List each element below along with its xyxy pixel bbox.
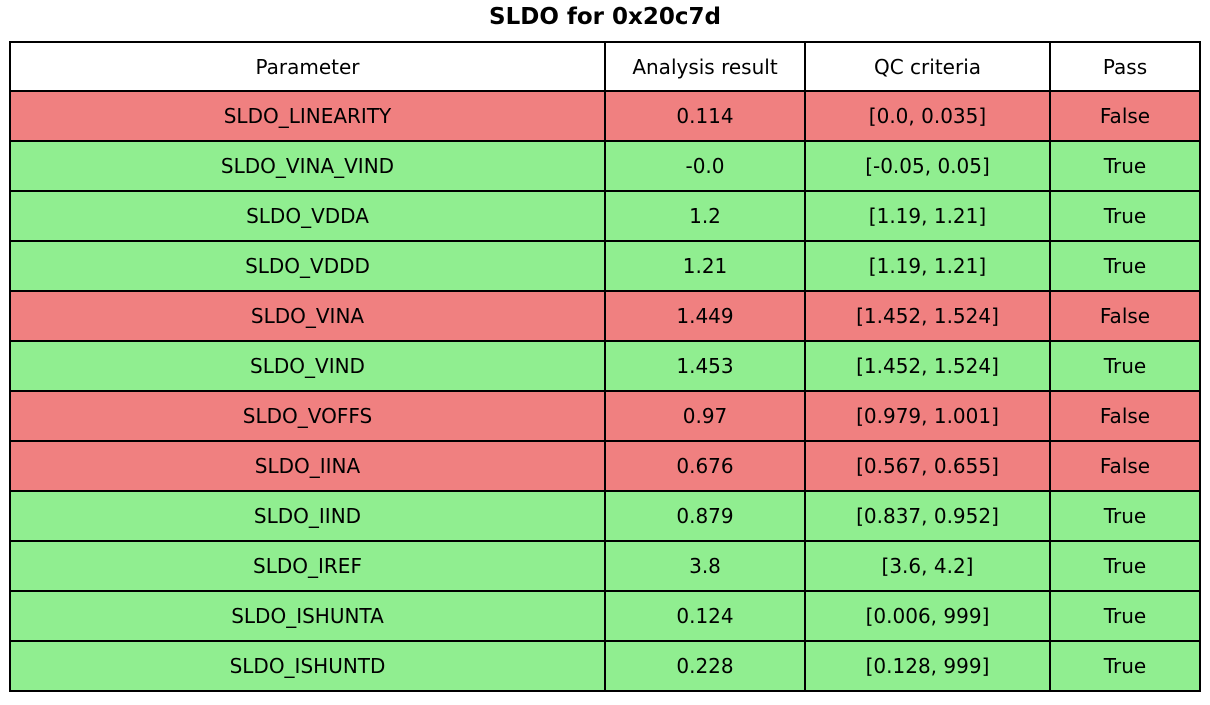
cell-qc-criteria: [1.19, 1.21]	[804, 240, 1051, 292]
cell-analysis-result: 1.453	[604, 340, 806, 392]
cell-qc-criteria: [0.567, 0.655]	[804, 440, 1051, 492]
cell-pass: True	[1049, 140, 1201, 192]
cell-qc-criteria: [3.6, 4.2]	[804, 540, 1051, 592]
cell-analysis-result: 1.449	[604, 290, 806, 342]
table-row: SLDO_IREF 3.8 [3.6, 4.2] True	[9, 540, 1201, 592]
cell-analysis-result: 0.97	[604, 390, 806, 442]
qc-table-body: SLDO_LINEARITY 0.114 [0.0, 0.035] False SLDO…	[9, 90, 1201, 692]
table-row: SLDO_VINA_VIND -0.0 [-0.05, 0.05] True	[9, 140, 1201, 192]
cell-parameter: SLDO_LINEARITY	[9, 90, 606, 142]
cell-analysis-result: 3.8	[604, 540, 806, 592]
cell-analysis-result: -0.0	[604, 140, 806, 192]
table-row: SLDO_IIND 0.879 [0.837, 0.952] True	[9, 490, 1201, 542]
cell-pass: False	[1049, 440, 1201, 492]
table-row: SLDO_VOFFS 0.97 [0.979, 1.001] False	[9, 390, 1201, 442]
table-row: SLDO_VDDD 1.21 [1.19, 1.21] True	[9, 240, 1201, 292]
cell-parameter: SLDO_IINA	[9, 440, 606, 492]
cell-pass: True	[1049, 340, 1201, 392]
cell-pass: False	[1049, 390, 1201, 442]
cell-analysis-result: 0.879	[604, 490, 806, 542]
cell-parameter: SLDO_ISHUNTD	[9, 640, 606, 692]
cell-pass: True	[1049, 540, 1201, 592]
cell-parameter: SLDO_VINA	[9, 290, 606, 342]
table-row: SLDO_VDDA 1.2 [1.19, 1.21] True	[9, 190, 1201, 242]
table-row: SLDO_VINA 1.449 [1.452, 1.524] False	[9, 290, 1201, 342]
cell-pass: True	[1049, 240, 1201, 292]
cell-qc-criteria: [1.452, 1.524]	[804, 290, 1051, 342]
cell-analysis-result: 0.114	[604, 90, 806, 142]
cell-parameter: SLDO_VIND	[9, 340, 606, 392]
cell-analysis-result: 1.21	[604, 240, 806, 292]
page-title: SLDO for 0x20c7d	[489, 4, 721, 30]
header-row: Parameter Analysis result QC criteria Pa…	[9, 41, 1201, 92]
cell-analysis-result: 1.2	[604, 190, 806, 242]
cell-qc-criteria: [0.006, 999]	[804, 590, 1051, 642]
cell-pass: True	[1049, 640, 1201, 692]
cell-parameter: SLDO_IIND	[9, 490, 606, 542]
table-row: SLDO_ISHUNTA 0.124 [0.006, 999] True	[9, 590, 1201, 642]
cell-parameter: SLDO_VOFFS	[9, 390, 606, 442]
cell-analysis-result: 0.676	[604, 440, 806, 492]
cell-qc-criteria: [1.452, 1.524]	[804, 340, 1051, 392]
cell-qc-criteria: [1.19, 1.21]	[804, 190, 1051, 242]
cell-analysis-result: 0.228	[604, 640, 806, 692]
cell-analysis-result: 0.124	[604, 590, 806, 642]
cell-parameter: SLDO_VDDD	[9, 240, 606, 292]
cell-pass: False	[1049, 90, 1201, 142]
cell-parameter: SLDO_VINA_VIND	[9, 140, 606, 192]
cell-parameter: SLDO_ISHUNTA	[9, 590, 606, 642]
col-header-pass: Pass	[1049, 41, 1201, 92]
col-header-parameter: Parameter	[9, 41, 606, 92]
qc-table: Parameter Analysis result QC criteria Pa…	[9, 41, 1201, 692]
table-row: SLDO_IINA 0.676 [0.567, 0.655] False	[9, 440, 1201, 492]
table-row: SLDO_VIND 1.453 [1.452, 1.524] True	[9, 340, 1201, 392]
cell-pass: True	[1049, 190, 1201, 242]
cell-qc-criteria: [0.837, 0.952]	[804, 490, 1051, 542]
cell-parameter: SLDO_IREF	[9, 540, 606, 592]
col-header-analysis-result: Analysis result	[604, 41, 806, 92]
cell-parameter: SLDO_VDDA	[9, 190, 606, 242]
table-row: SLDO_LINEARITY 0.114 [0.0, 0.035] False	[9, 90, 1201, 142]
cell-qc-criteria: [0.0, 0.035]	[804, 90, 1051, 142]
col-header-qc-criteria: QC criteria	[804, 41, 1051, 92]
cell-pass: False	[1049, 290, 1201, 342]
cell-pass: True	[1049, 490, 1201, 542]
cell-qc-criteria: [0.128, 999]	[804, 640, 1051, 692]
cell-pass: True	[1049, 590, 1201, 642]
cell-qc-criteria: [0.979, 1.001]	[804, 390, 1051, 442]
table-row: SLDO_ISHUNTD 0.228 [0.128, 999] True	[9, 640, 1201, 692]
cell-qc-criteria: [-0.05, 0.05]	[804, 140, 1051, 192]
